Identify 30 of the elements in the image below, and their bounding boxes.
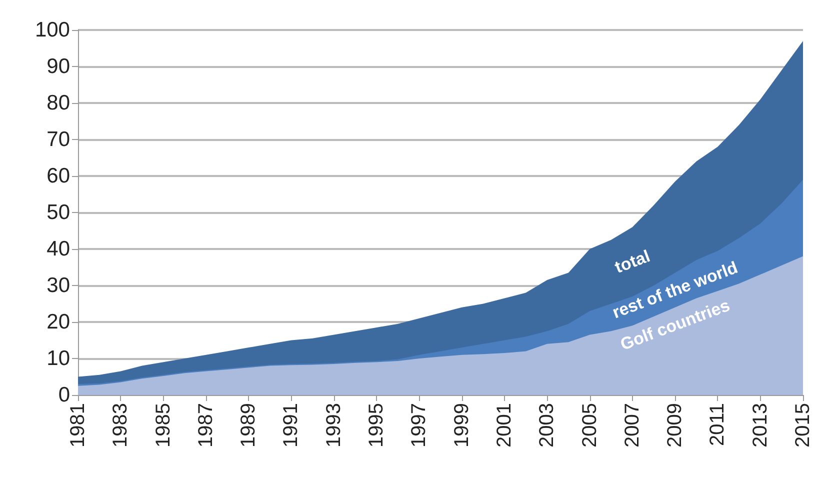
y-tick-label: 50 bbox=[46, 201, 70, 224]
x-tick-label: 1987 bbox=[194, 403, 217, 448]
x-tick-label: 2001 bbox=[493, 403, 516, 448]
y-tick-label: 60 bbox=[46, 164, 70, 188]
x-tick-label: 2005 bbox=[578, 403, 601, 448]
y-tick-label: 80 bbox=[46, 92, 70, 114]
x-tick-label: 1983 bbox=[110, 403, 132, 448]
y-tick-label: 30 bbox=[46, 274, 70, 297]
x-tick-label: 2007 bbox=[621, 403, 644, 448]
y-tick-label: 10 bbox=[46, 347, 70, 370]
x-tick-label: 1997 bbox=[408, 403, 430, 448]
y-tick-label: 0 bbox=[58, 384, 70, 406]
x-tick-label: 1981 bbox=[67, 403, 89, 448]
x-tick-label: 2015 bbox=[792, 403, 814, 448]
x-tick-label: 1995 bbox=[366, 403, 388, 448]
x-tick-label: 2003 bbox=[536, 403, 558, 448]
y-tick-label: 90 bbox=[46, 55, 70, 78]
x-tick-label: 1991 bbox=[280, 403, 302, 448]
y-tick-label: 100 bbox=[34, 18, 70, 42]
y-tick-label: 20 bbox=[46, 310, 70, 334]
y-tick-label: 70 bbox=[46, 128, 70, 151]
x-tick-label: 2009 bbox=[664, 403, 686, 448]
x-tick-label: 2011 bbox=[706, 403, 729, 446]
x-tick-label: 2013 bbox=[749, 403, 772, 448]
x-tick-label: 1993 bbox=[322, 403, 345, 448]
x-tick-label: 1999 bbox=[450, 403, 473, 448]
series-label: total bbox=[612, 246, 653, 277]
x-tick-label: 1985 bbox=[152, 403, 174, 448]
y-tick-label: 40 bbox=[46, 238, 70, 260]
x-tick-label: 1989 bbox=[238, 403, 260, 448]
